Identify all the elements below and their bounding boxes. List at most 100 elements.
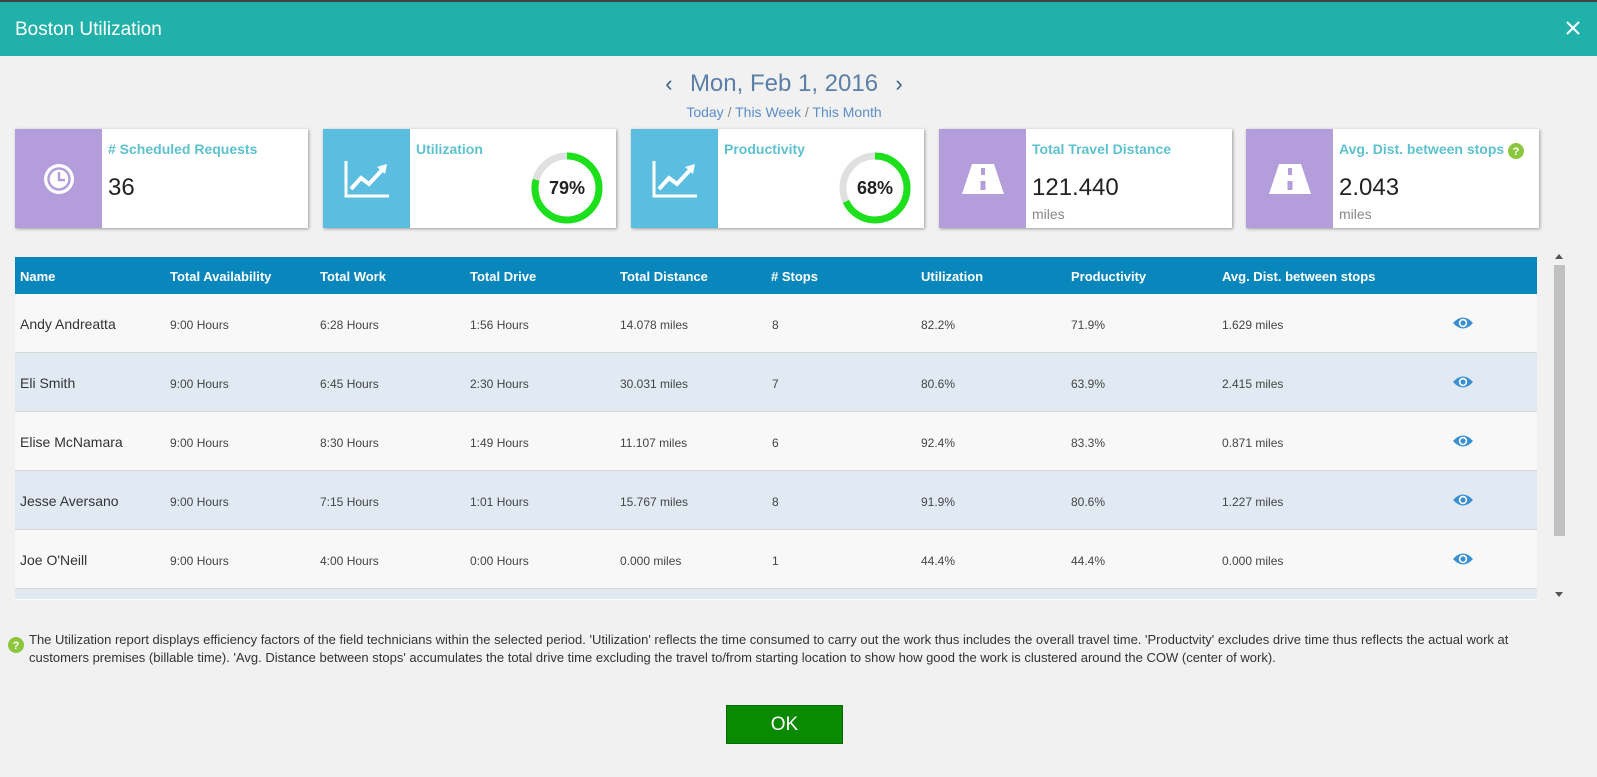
svg-text:?: ? [13, 640, 20, 652]
cell-work: 7:15 Hours [320, 495, 379, 509]
help-icon: ? [8, 637, 24, 653]
utilization-donut: 79% [531, 152, 603, 224]
avg-distance-card: Avg. Dist. between stops ? 2.043 miles [1246, 129, 1539, 228]
table-row: Eli Smith 9:00 Hours 6:45 Hours 2:30 Hou… [15, 353, 1537, 412]
cell-utilization: 44.4% [921, 554, 956, 568]
header-total-work[interactable]: Total Work [320, 269, 386, 284]
travel-distance-value: 121.440 [1032, 174, 1119, 201]
cell-distance: 30.031 miles [620, 377, 689, 391]
cell-productivity: 80.6% [1071, 495, 1106, 509]
utilization-icon-panel [323, 129, 410, 228]
trend-chart-icon [344, 160, 389, 197]
cell-stops: 7 [772, 377, 779, 391]
scrollbar-thumb[interactable] [1554, 265, 1565, 536]
cell-productivity: 71.9% [1071, 318, 1106, 332]
cell-distance: 14.078 miles [620, 318, 689, 332]
period-links: Today / This Week / This Month [0, 104, 1568, 120]
travel-icon-panel [939, 129, 1026, 228]
road-icon [1268, 163, 1311, 194]
this-month-link[interactable]: This Month [812, 104, 882, 120]
next-day-button[interactable]: › [895, 71, 903, 96]
cell-availability: 9:00 Hours [170, 377, 229, 391]
current-date: Mon, Feb 1, 2016 [689, 70, 879, 97]
previous-day-button[interactable]: ‹ [665, 71, 673, 96]
header-stops[interactable]: # Stops [771, 269, 818, 284]
utilization-percent: 79% [549, 178, 585, 198]
header-total-availability[interactable]: Total Availability [170, 269, 272, 284]
view-eye-icon[interactable] [1452, 492, 1474, 508]
trend-chart-icon [652, 160, 697, 197]
view-eye-icon[interactable] [1452, 315, 1474, 331]
period-separator: / [800, 104, 813, 120]
cell-stops: 8 [772, 318, 779, 332]
table-row: Andy Andreatta 9:00 Hours 6:28 Hours 1:5… [15, 294, 1537, 353]
ok-button[interactable]: OK [726, 705, 843, 744]
cell-productivity: 44.4% [1071, 554, 1106, 568]
avg-distance-value: 2.043 [1339, 174, 1400, 201]
view-eye-icon[interactable] [1452, 433, 1474, 449]
productivity-label: Productivity [724, 141, 805, 157]
cell-availability: 9:00 Hours [170, 495, 229, 509]
cell-utilization: 92.4% [921, 436, 956, 450]
scheduled-requests-label: # Scheduled Requests [108, 141, 258, 157]
travel-distance-unit: miles [1032, 206, 1065, 222]
travel-distance-label: Total Travel Distance [1032, 141, 1172, 157]
cell-work: 6:45 Hours [320, 377, 379, 391]
cell-availability: 9:00 Hours [170, 318, 229, 332]
dialog-title-bar: Boston Utilization [0, 2, 1597, 56]
cell-name: Joe O'Neill [20, 552, 88, 568]
clock-icon [43, 163, 74, 194]
travel-distance-card: Total Travel Distance 121.440 miles [939, 129, 1232, 228]
view-eye-icon[interactable] [1452, 551, 1474, 567]
close-icon[interactable] [1561, 16, 1585, 40]
cell-avg-dist: 0.000 miles [1222, 554, 1284, 568]
cell-name: Eli Smith [20, 375, 76, 391]
header-productivity[interactable]: Productivity [1071, 269, 1147, 284]
table-header: Name Total Availability Total Work Total… [15, 257, 1537, 294]
cell-utilization: 91.9% [921, 495, 956, 509]
report-footnote: ? The Utilization report displays effici… [8, 631, 1568, 667]
scroll-down-arrow-icon[interactable] [1555, 592, 1563, 597]
table-row-partial [15, 589, 1537, 599]
today-link[interactable]: Today [686, 104, 724, 120]
header-utilization[interactable]: Utilization [921, 269, 984, 284]
header-total-drive[interactable]: Total Drive [470, 269, 537, 284]
cell-name: Andy Andreatta [20, 316, 116, 332]
this-week-link[interactable]: This Week [735, 104, 801, 120]
cell-avg-dist: 2.415 miles [1222, 377, 1284, 391]
help-icon[interactable]: ? [1508, 143, 1524, 159]
cell-work: 6:28 Hours [320, 318, 379, 332]
view-eye-icon[interactable] [1452, 374, 1474, 390]
table-scrollbar[interactable] [1552, 252, 1567, 600]
header-name[interactable]: Name [20, 269, 56, 284]
productivity-percent: 68% [857, 178, 893, 198]
cell-drive: 1:49 Hours [470, 436, 529, 450]
cell-drive: 1:01 Hours [470, 495, 529, 509]
table-row: Joe O'Neill 9:00 Hours 4:00 Hours 0:00 H… [15, 530, 1537, 589]
window-top-edge [0, 0, 1597, 2]
cell-utilization: 82.2% [921, 318, 956, 332]
period-separator: / [723, 104, 736, 120]
header-total-distance[interactable]: Total Distance [620, 269, 708, 284]
scheduled-icon-panel [15, 129, 102, 228]
cell-drive: 1:56 Hours [470, 318, 529, 332]
avg-distance-icon-panel [1246, 129, 1333, 228]
cell-avg-dist: 1.629 miles [1222, 318, 1284, 332]
road-icon [961, 163, 1004, 194]
productivity-icon-panel [631, 129, 718, 228]
header-avg-dist[interactable]: Avg. Dist. between stops [1222, 269, 1376, 284]
avg-distance-unit: miles [1339, 206, 1372, 222]
svg-text:?: ? [1513, 146, 1520, 158]
cell-availability: 9:00 Hours [170, 436, 229, 450]
date-navigator: ‹ Mon, Feb 1, 2016 › Today / This Week /… [0, 70, 1568, 120]
cell-drive: 0:00 Hours [470, 554, 529, 568]
footnote-text: The Utilization report displays efficien… [29, 632, 1509, 665]
productivity-card: Productivity 68% [631, 129, 924, 228]
cell-name: Jesse Aversano [20, 493, 119, 509]
cell-name: Elise McNamara [20, 434, 123, 450]
cell-distance: 15.767 miles [620, 495, 689, 509]
avg-distance-label: Avg. Dist. between stops [1339, 141, 1505, 157]
scroll-up-arrow-icon[interactable] [1555, 254, 1563, 259]
cell-work: 8:30 Hours [320, 436, 379, 450]
cell-utilization: 80.6% [921, 377, 956, 391]
